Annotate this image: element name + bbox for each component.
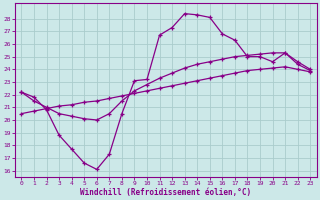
X-axis label: Windchill (Refroidissement éolien,°C): Windchill (Refroidissement éolien,°C) (80, 188, 252, 197)
